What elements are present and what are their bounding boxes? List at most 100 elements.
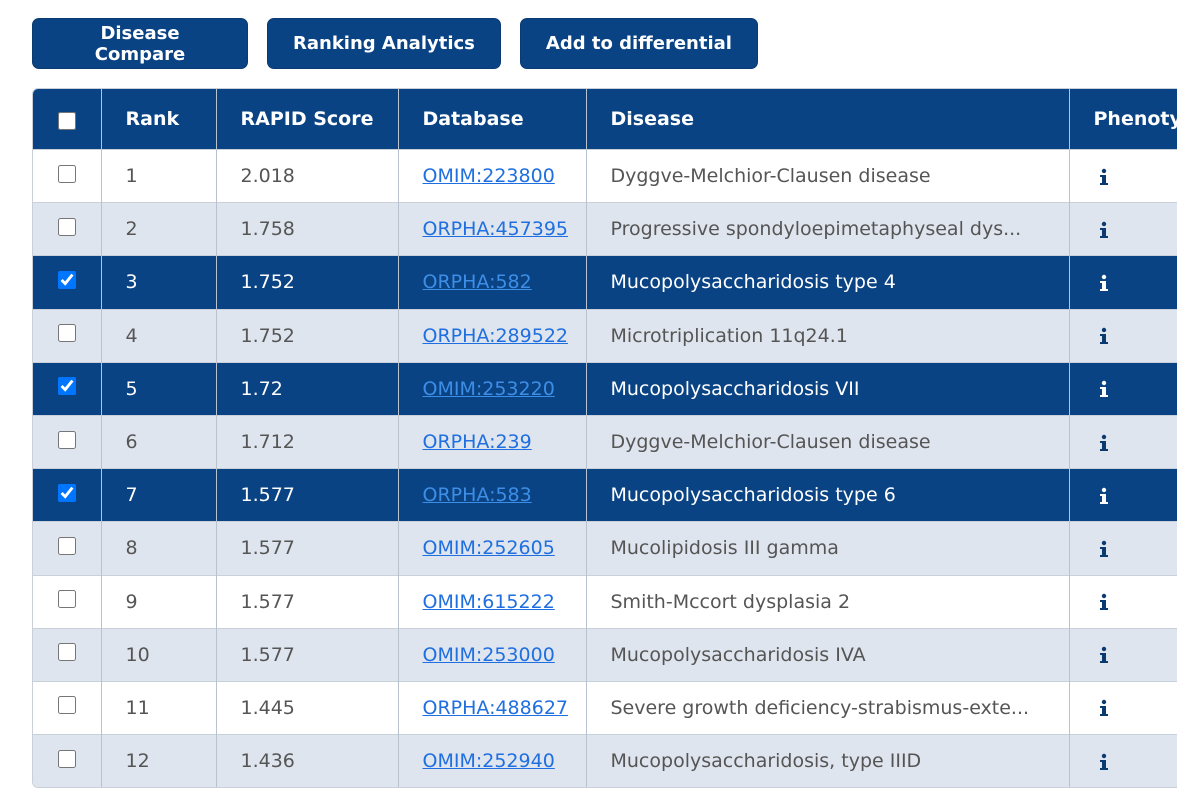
checkbox-cell bbox=[33, 414, 102, 469]
row-checkbox[interactable] bbox=[57, 430, 76, 449]
database-link[interactable]: OMIM:253000 bbox=[422, 643, 555, 666]
row-checkbox[interactable] bbox=[57, 164, 76, 183]
rank-cell: 1 bbox=[101, 148, 217, 203]
row-checkbox[interactable] bbox=[57, 536, 76, 555]
table-row: 3 1.752 ORPHA:582 Mucopolysaccharidosis typ… bbox=[33, 255, 1177, 310]
info-icon[interactable] bbox=[1098, 221, 1110, 239]
checkbox-cell bbox=[33, 308, 102, 363]
checkbox-cell bbox=[33, 202, 102, 256]
column-header: Phenotype bbox=[1069, 89, 1177, 150]
database-link[interactable]: ORPHA:488627 bbox=[422, 696, 569, 719]
database-cell: ORPHA:239 bbox=[398, 414, 587, 469]
info-icon[interactable] bbox=[1098, 753, 1110, 771]
info-icon[interactable] bbox=[1098, 646, 1110, 664]
row-checkbox[interactable] bbox=[57, 749, 76, 768]
database-link[interactable]: OMIM:253220 bbox=[422, 377, 555, 400]
row-checkbox[interactable] bbox=[57, 270, 76, 289]
score-cell: 1.758 bbox=[216, 202, 399, 256]
column-header: RAPID Score bbox=[216, 89, 399, 150]
select-all-cell bbox=[33, 89, 102, 150]
disease-cell: Mucopolysaccharidosis, type IIID bbox=[586, 734, 1070, 788]
disease-cell: Mucopolysaccharidosis type 6 bbox=[586, 468, 1070, 522]
checkbox-cell bbox=[33, 627, 102, 682]
row-checkbox[interactable] bbox=[57, 696, 76, 715]
database-link[interactable]: ORPHA:289522 bbox=[422, 324, 569, 347]
rank-cell: 5 bbox=[101, 361, 217, 416]
database-link[interactable]: OMIM:615222 bbox=[422, 590, 555, 613]
database-cell: OMIM:253000 bbox=[398, 627, 587, 682]
ranking-analytics-button[interactable]: Ranking Analytics bbox=[267, 18, 501, 69]
phenotype-cell bbox=[1069, 202, 1177, 256]
info-icon[interactable] bbox=[1098, 168, 1110, 186]
row-checkbox[interactable] bbox=[57, 590, 76, 609]
table-row: 9 1.577 OMIM:615222 Smith-Mccort dysplasia … bbox=[33, 574, 1177, 629]
rank-cell: 7 bbox=[101, 468, 217, 522]
table-row: 4 1.752 ORPHA:289522 Microtriplication 11q2… bbox=[33, 308, 1177, 363]
info-icon[interactable] bbox=[1098, 434, 1110, 452]
row-checkbox[interactable] bbox=[57, 324, 76, 343]
score-cell: 1.436 bbox=[216, 734, 399, 788]
score-cell: 1.752 bbox=[216, 255, 399, 310]
disease-cell: Mucopolysaccharidosis type 4 bbox=[586, 255, 1070, 310]
disease-compare-button[interactable]: Disease Compare bbox=[32, 18, 248, 69]
checkbox-cell bbox=[33, 255, 102, 310]
score-cell: 1.712 bbox=[216, 414, 399, 469]
info-icon[interactable] bbox=[1098, 540, 1110, 558]
info-icon[interactable] bbox=[1098, 699, 1110, 717]
info-icon[interactable] bbox=[1098, 327, 1110, 345]
info-icon[interactable] bbox=[1098, 274, 1110, 292]
phenotype-cell bbox=[1069, 255, 1177, 310]
checkbox-cell bbox=[33, 574, 102, 629]
rank-cell: 10 bbox=[101, 627, 217, 682]
checkbox-cell bbox=[33, 521, 102, 575]
database-cell: ORPHA:488627 bbox=[398, 680, 587, 735]
phenotype-cell bbox=[1069, 361, 1177, 416]
column-header: Rank bbox=[101, 89, 217, 150]
database-link[interactable]: ORPHA:583 bbox=[422, 484, 532, 507]
row-checkbox[interactable] bbox=[57, 483, 76, 502]
disease-cell: Mucopolysaccharidosis IVA bbox=[586, 627, 1070, 682]
database-cell: OMIM:252605 bbox=[398, 521, 587, 575]
select-all-checkbox[interactable] bbox=[57, 111, 76, 130]
table-row: 5 1.72 OMIM:253220 Mucopolysaccharidosis VI… bbox=[33, 361, 1177, 416]
info-icon[interactable] bbox=[1098, 487, 1110, 505]
score-cell: 1.752 bbox=[216, 308, 399, 363]
score-cell: 1.577 bbox=[216, 468, 399, 522]
rank-cell: 2 bbox=[101, 202, 217, 256]
table-body: 1 2.018 OMIM:223800 Dyggve-Melchior-Clausen… bbox=[33, 148, 1177, 788]
database-link[interactable]: ORPHA:457395 bbox=[422, 218, 569, 241]
table-row: 7 1.577 ORPHA:583 Mucopolysaccharidosis typ… bbox=[33, 468, 1177, 522]
info-icon[interactable] bbox=[1098, 593, 1110, 611]
disease-cell: Mucolipidosis III gamma bbox=[586, 521, 1070, 575]
database-link[interactable]: OMIM:252605 bbox=[422, 537, 555, 560]
database-cell: ORPHA:457395 bbox=[398, 202, 587, 256]
database-link[interactable]: ORPHA:239 bbox=[422, 431, 532, 454]
checkbox-cell bbox=[33, 361, 102, 416]
database-cell: ORPHA:583 bbox=[398, 468, 587, 522]
table-row: 6 1.712 ORPHA:239 Dyggve-Melchior-Clausen d… bbox=[33, 414, 1177, 469]
disease-cell: Dyggve-Melchior-Clausen disease bbox=[586, 148, 1070, 203]
rank-cell: 6 bbox=[101, 414, 217, 469]
row-checkbox[interactable] bbox=[57, 377, 76, 396]
database-link[interactable]: OMIM:252940 bbox=[422, 750, 555, 773]
score-cell: 1.445 bbox=[216, 680, 399, 735]
phenotype-cell bbox=[1069, 627, 1177, 682]
table-row: 8 1.577 OMIM:252605 Mucolipidosis III gamma bbox=[33, 521, 1177, 575]
database-cell: OMIM:615222 bbox=[398, 574, 587, 629]
add-to-differential-button[interactable]: Add to differential bbox=[519, 18, 758, 69]
database-link[interactable]: ORPHA:582 bbox=[422, 271, 532, 294]
database-link[interactable]: OMIM:223800 bbox=[422, 165, 555, 188]
info-icon[interactable] bbox=[1098, 380, 1110, 398]
rank-cell: 9 bbox=[101, 574, 217, 629]
phenotype-cell bbox=[1069, 308, 1177, 363]
row-checkbox[interactable] bbox=[57, 643, 76, 662]
row-checkbox[interactable] bbox=[57, 217, 76, 236]
rank-cell: 4 bbox=[101, 308, 217, 363]
checkbox-cell bbox=[33, 680, 102, 735]
table-row: 1 2.018 OMIM:223800 Dyggve-Melchior-Clausen… bbox=[33, 148, 1177, 203]
table-row: 12 1.436 OMIM:252940 Mucopolysaccharidosis,… bbox=[33, 734, 1177, 788]
toolbar: Disease Compare Ranking Analytics Add to… bbox=[32, 18, 758, 69]
table-row: 2 1.758 ORPHA:457395 Progressive spondyloep… bbox=[33, 202, 1177, 256]
